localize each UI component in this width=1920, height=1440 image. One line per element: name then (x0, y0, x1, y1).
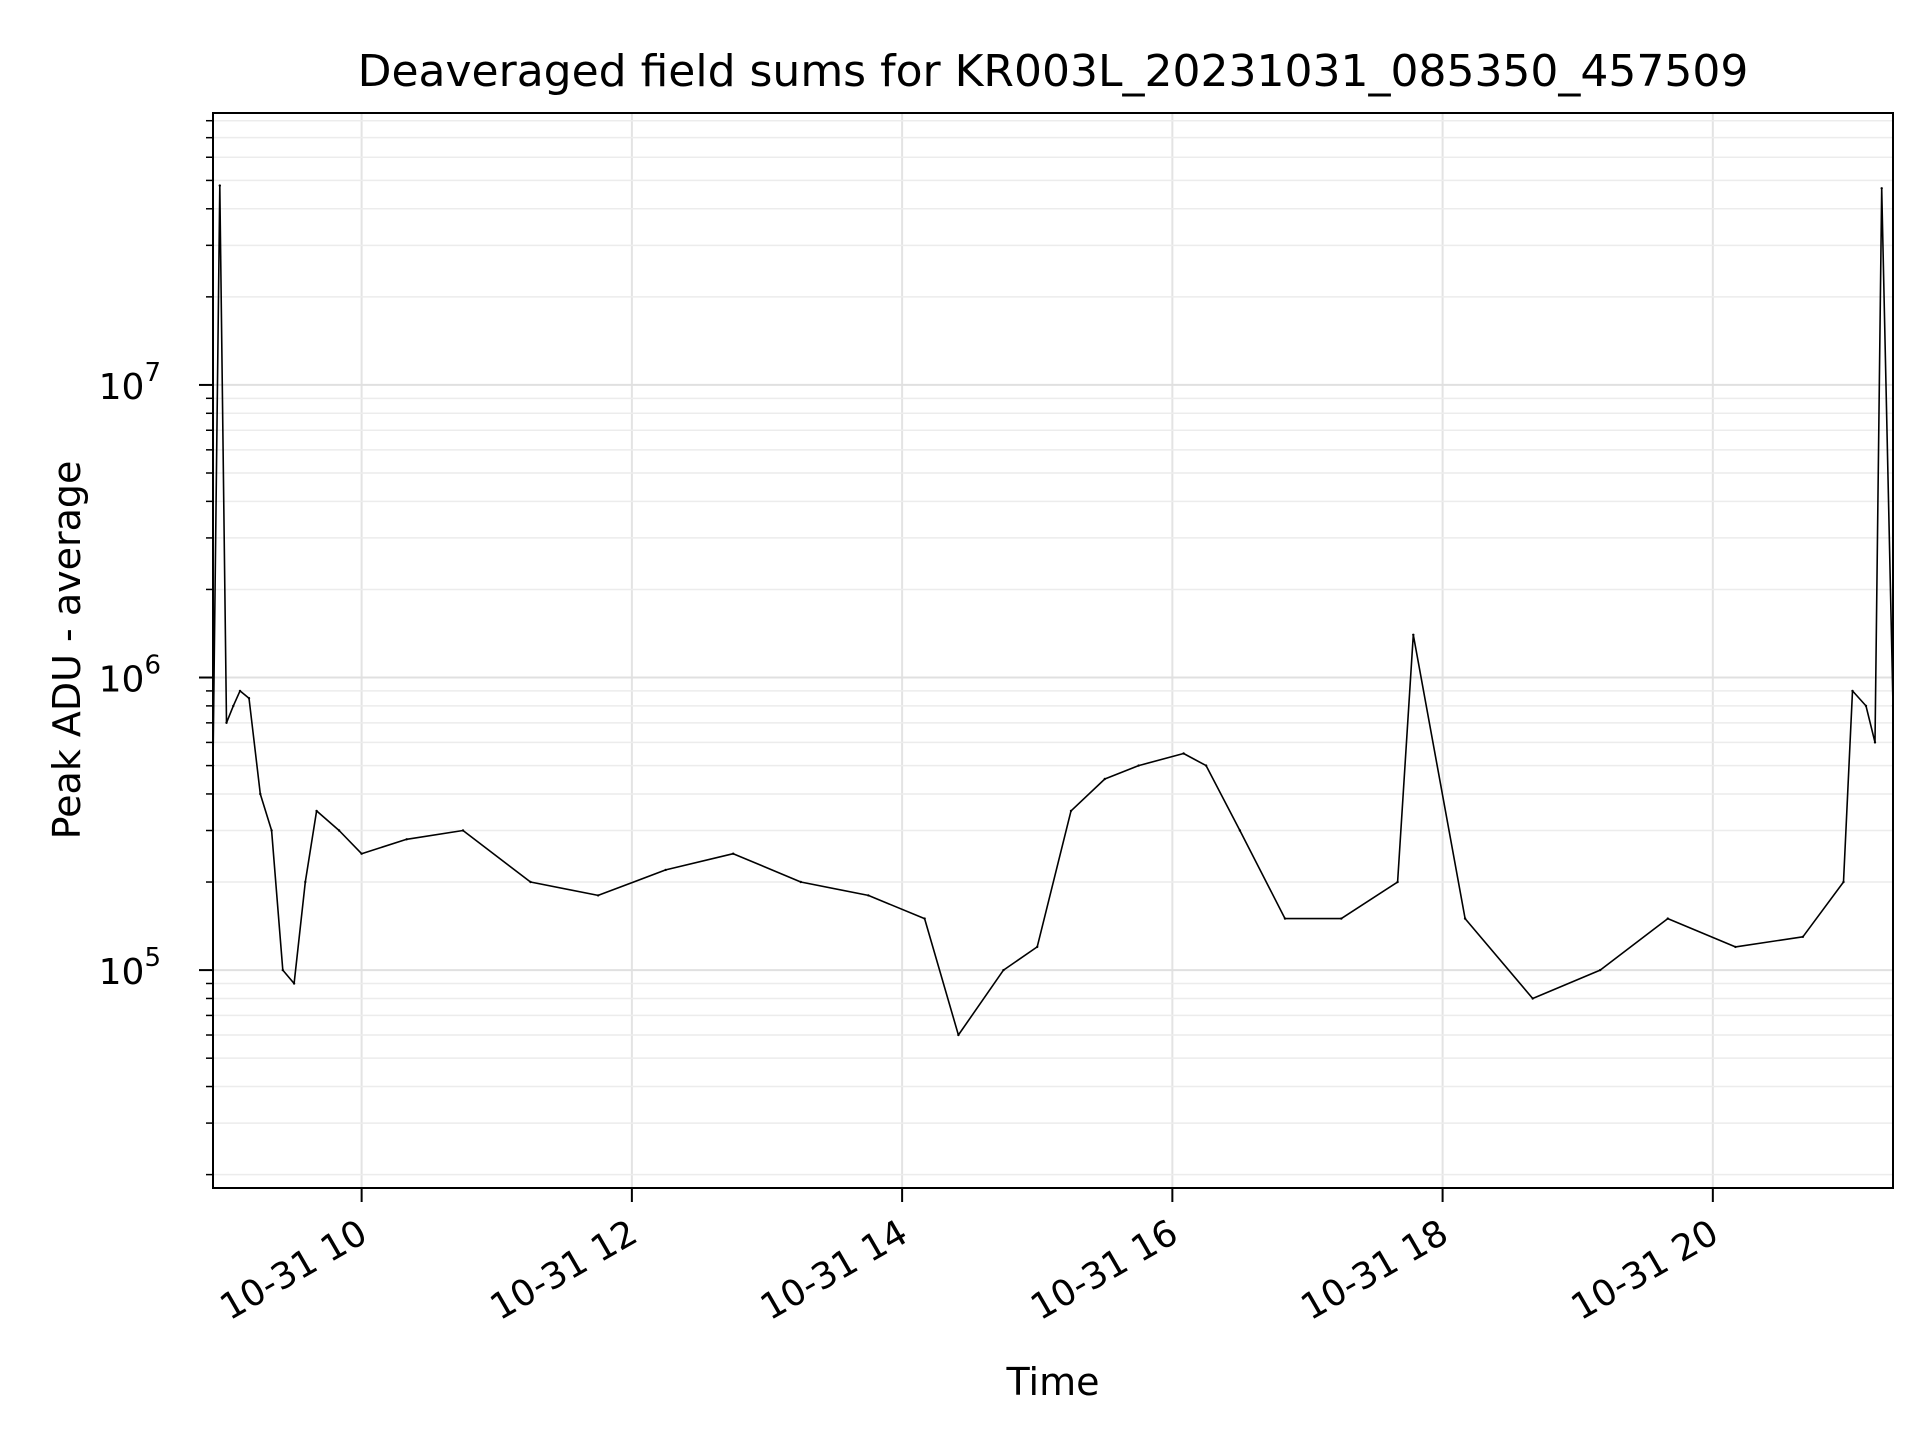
chart-title: Deaveraged field sums for KR003L_2023103… (358, 46, 1749, 97)
data-point (1599, 968, 1602, 972)
data-point (1137, 764, 1140, 767)
data-point (596, 894, 600, 897)
data-point (1463, 917, 1467, 920)
data-point (1412, 633, 1415, 636)
y-tick-label: 106 (99, 651, 161, 701)
data-point (247, 697, 251, 700)
data-point (1182, 752, 1185, 755)
data-point (360, 852, 363, 855)
data-point (337, 829, 341, 832)
data-point (1238, 829, 1242, 832)
data-point (232, 704, 235, 708)
data-point (259, 792, 262, 796)
series-line (213, 184, 1893, 1036)
data-point (529, 880, 532, 884)
data-point (225, 721, 228, 724)
y-axis-label: Peak ADU - average (45, 461, 89, 840)
data-point (799, 880, 802, 884)
data-point (1204, 764, 1208, 767)
data-point (1666, 917, 1670, 920)
data-point (923, 917, 926, 920)
y-tick-exponent: 6 (144, 651, 161, 681)
data-point (304, 880, 307, 884)
data-point (1873, 741, 1877, 744)
plot-frame (212, 112, 1894, 1189)
data-point (292, 982, 296, 985)
x-axis-label: Time (1006, 1360, 1100, 1404)
data-point (270, 829, 273, 832)
data-point (1103, 777, 1107, 781)
y-tick-label: 107 (99, 358, 161, 408)
data-point (1734, 945, 1737, 949)
y-tick-exponent: 5 (144, 943, 161, 973)
data-point (1340, 917, 1343, 920)
data-point (664, 868, 667, 872)
data-point (1864, 704, 1868, 708)
data-point (281, 968, 284, 972)
data-point (1842, 880, 1845, 884)
data-point (1531, 997, 1534, 1000)
data-point (315, 809, 318, 813)
data-point (957, 1033, 960, 1037)
data-point (1036, 945, 1039, 949)
data-point (1851, 689, 1854, 693)
y-tick-base: 10 (99, 367, 145, 408)
data-point (238, 689, 242, 693)
data-point (1396, 880, 1399, 884)
data-point (867, 894, 870, 897)
data-point (732, 852, 735, 855)
data-point (405, 838, 408, 841)
data-point (461, 829, 465, 832)
y-tick-base: 10 (99, 660, 145, 701)
data-point (1801, 935, 1805, 938)
y-tick-base: 10 (99, 952, 145, 993)
y-tick-label: 105 (99, 943, 161, 993)
data-point (1002, 968, 1005, 972)
data-point (1283, 917, 1287, 920)
y-tick-exponent: 7 (144, 358, 161, 388)
grid (213, 113, 1893, 1188)
data-point (218, 184, 221, 187)
data-point (1880, 187, 1883, 190)
data-point (1069, 809, 1073, 813)
